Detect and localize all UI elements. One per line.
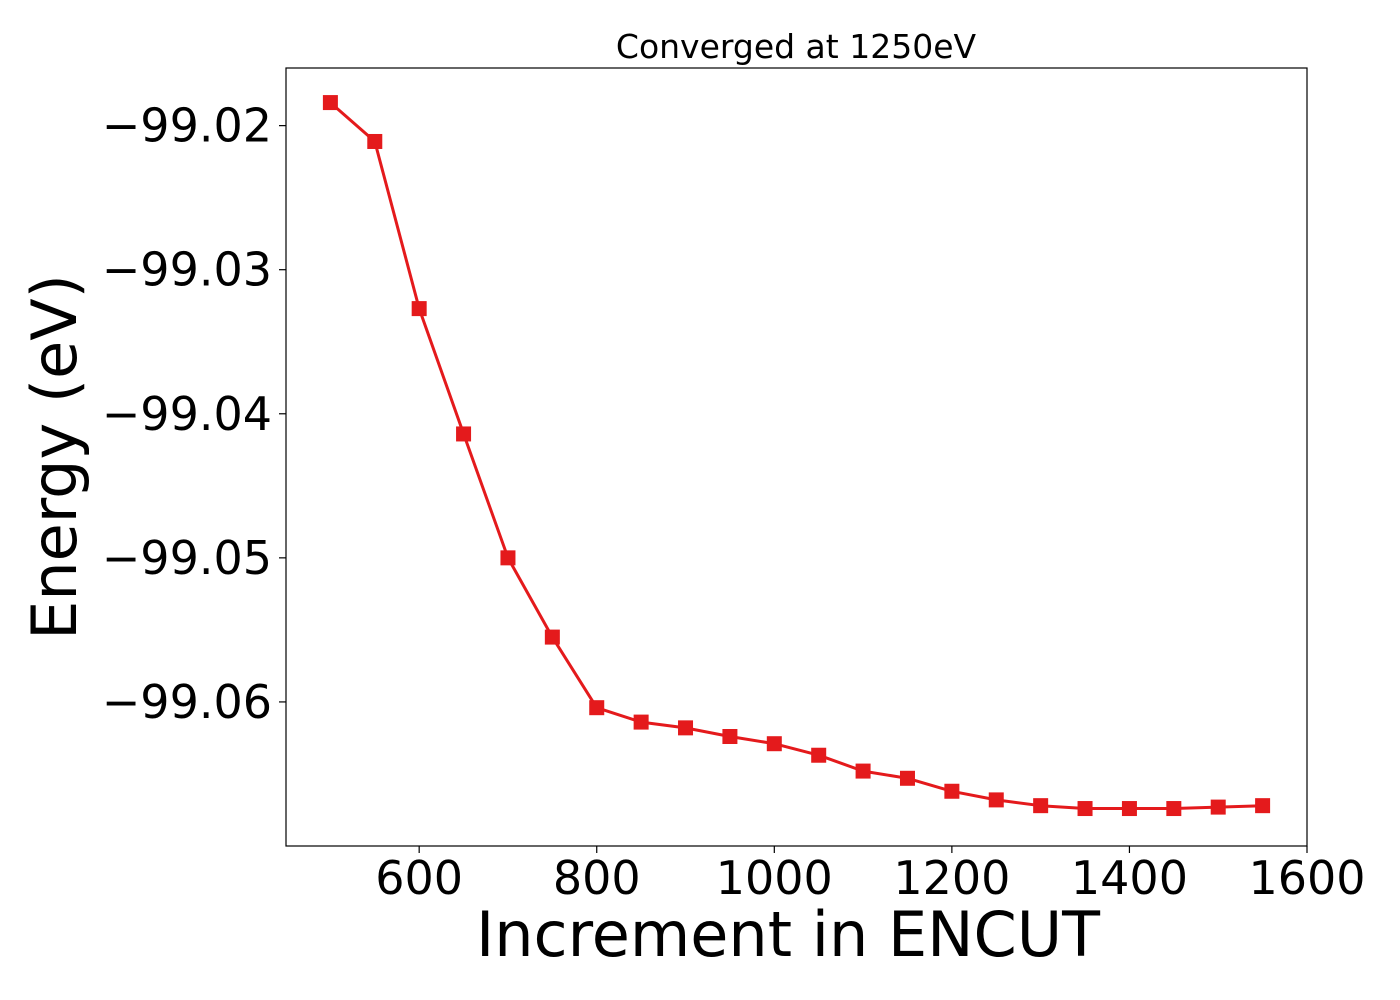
plot-area-frame <box>285 67 1308 847</box>
y-tick-label: −99.04 <box>102 387 272 441</box>
series-line <box>329 101 1263 810</box>
x-tick-label: 600 <box>375 851 463 905</box>
data-point-marker <box>322 95 338 111</box>
data-point-marker <box>899 770 915 786</box>
x-tick-label: 1200 <box>893 851 1010 905</box>
data-point-marker <box>589 700 605 716</box>
y-tick-label: −99.05 <box>102 531 272 585</box>
data-point-marker <box>678 720 694 736</box>
y-axis-label: Energy (eV) <box>18 274 91 640</box>
data-point-marker <box>633 714 649 730</box>
data-point-marker <box>1255 798 1271 814</box>
data-point-marker <box>722 729 738 745</box>
x-axis-label: Increment in ENCUT <box>476 898 1101 971</box>
x-tick-label: 1400 <box>1071 851 1188 905</box>
x-tick-label: 800 <box>553 851 641 905</box>
data-point-marker <box>944 783 960 799</box>
data-point-marker <box>811 747 827 763</box>
x-axis-ticks: 600 800 1000 1200 1400 1600 <box>375 846 1366 905</box>
data-point-marker <box>1121 801 1137 817</box>
data-point-marker <box>367 133 383 149</box>
series-layer <box>322 95 1271 817</box>
data-point-marker <box>855 763 871 779</box>
data-point-marker <box>1210 799 1226 815</box>
x-tick-label: 1600 <box>1248 851 1365 905</box>
y-tick-label: −99.03 <box>102 243 272 297</box>
data-point-marker <box>988 792 1004 808</box>
data-point-marker <box>544 629 560 645</box>
data-point-marker <box>766 736 782 752</box>
y-tick-label: −99.02 <box>102 99 272 153</box>
chart-title: Converged at 1250eV <box>616 27 977 66</box>
data-point-marker <box>456 426 472 442</box>
x-tick-label: 1000 <box>716 851 833 905</box>
data-point-marker <box>500 550 516 566</box>
data-point-marker <box>1166 801 1182 817</box>
y-tick-label: −99.06 <box>102 675 272 729</box>
y-axis-ticks: −99.02 −99.03 −99.04 −99.05 −99.06 <box>102 99 286 729</box>
data-point-marker <box>1033 798 1049 814</box>
data-point-marker <box>411 301 427 317</box>
data-point-marker <box>1077 801 1093 817</box>
